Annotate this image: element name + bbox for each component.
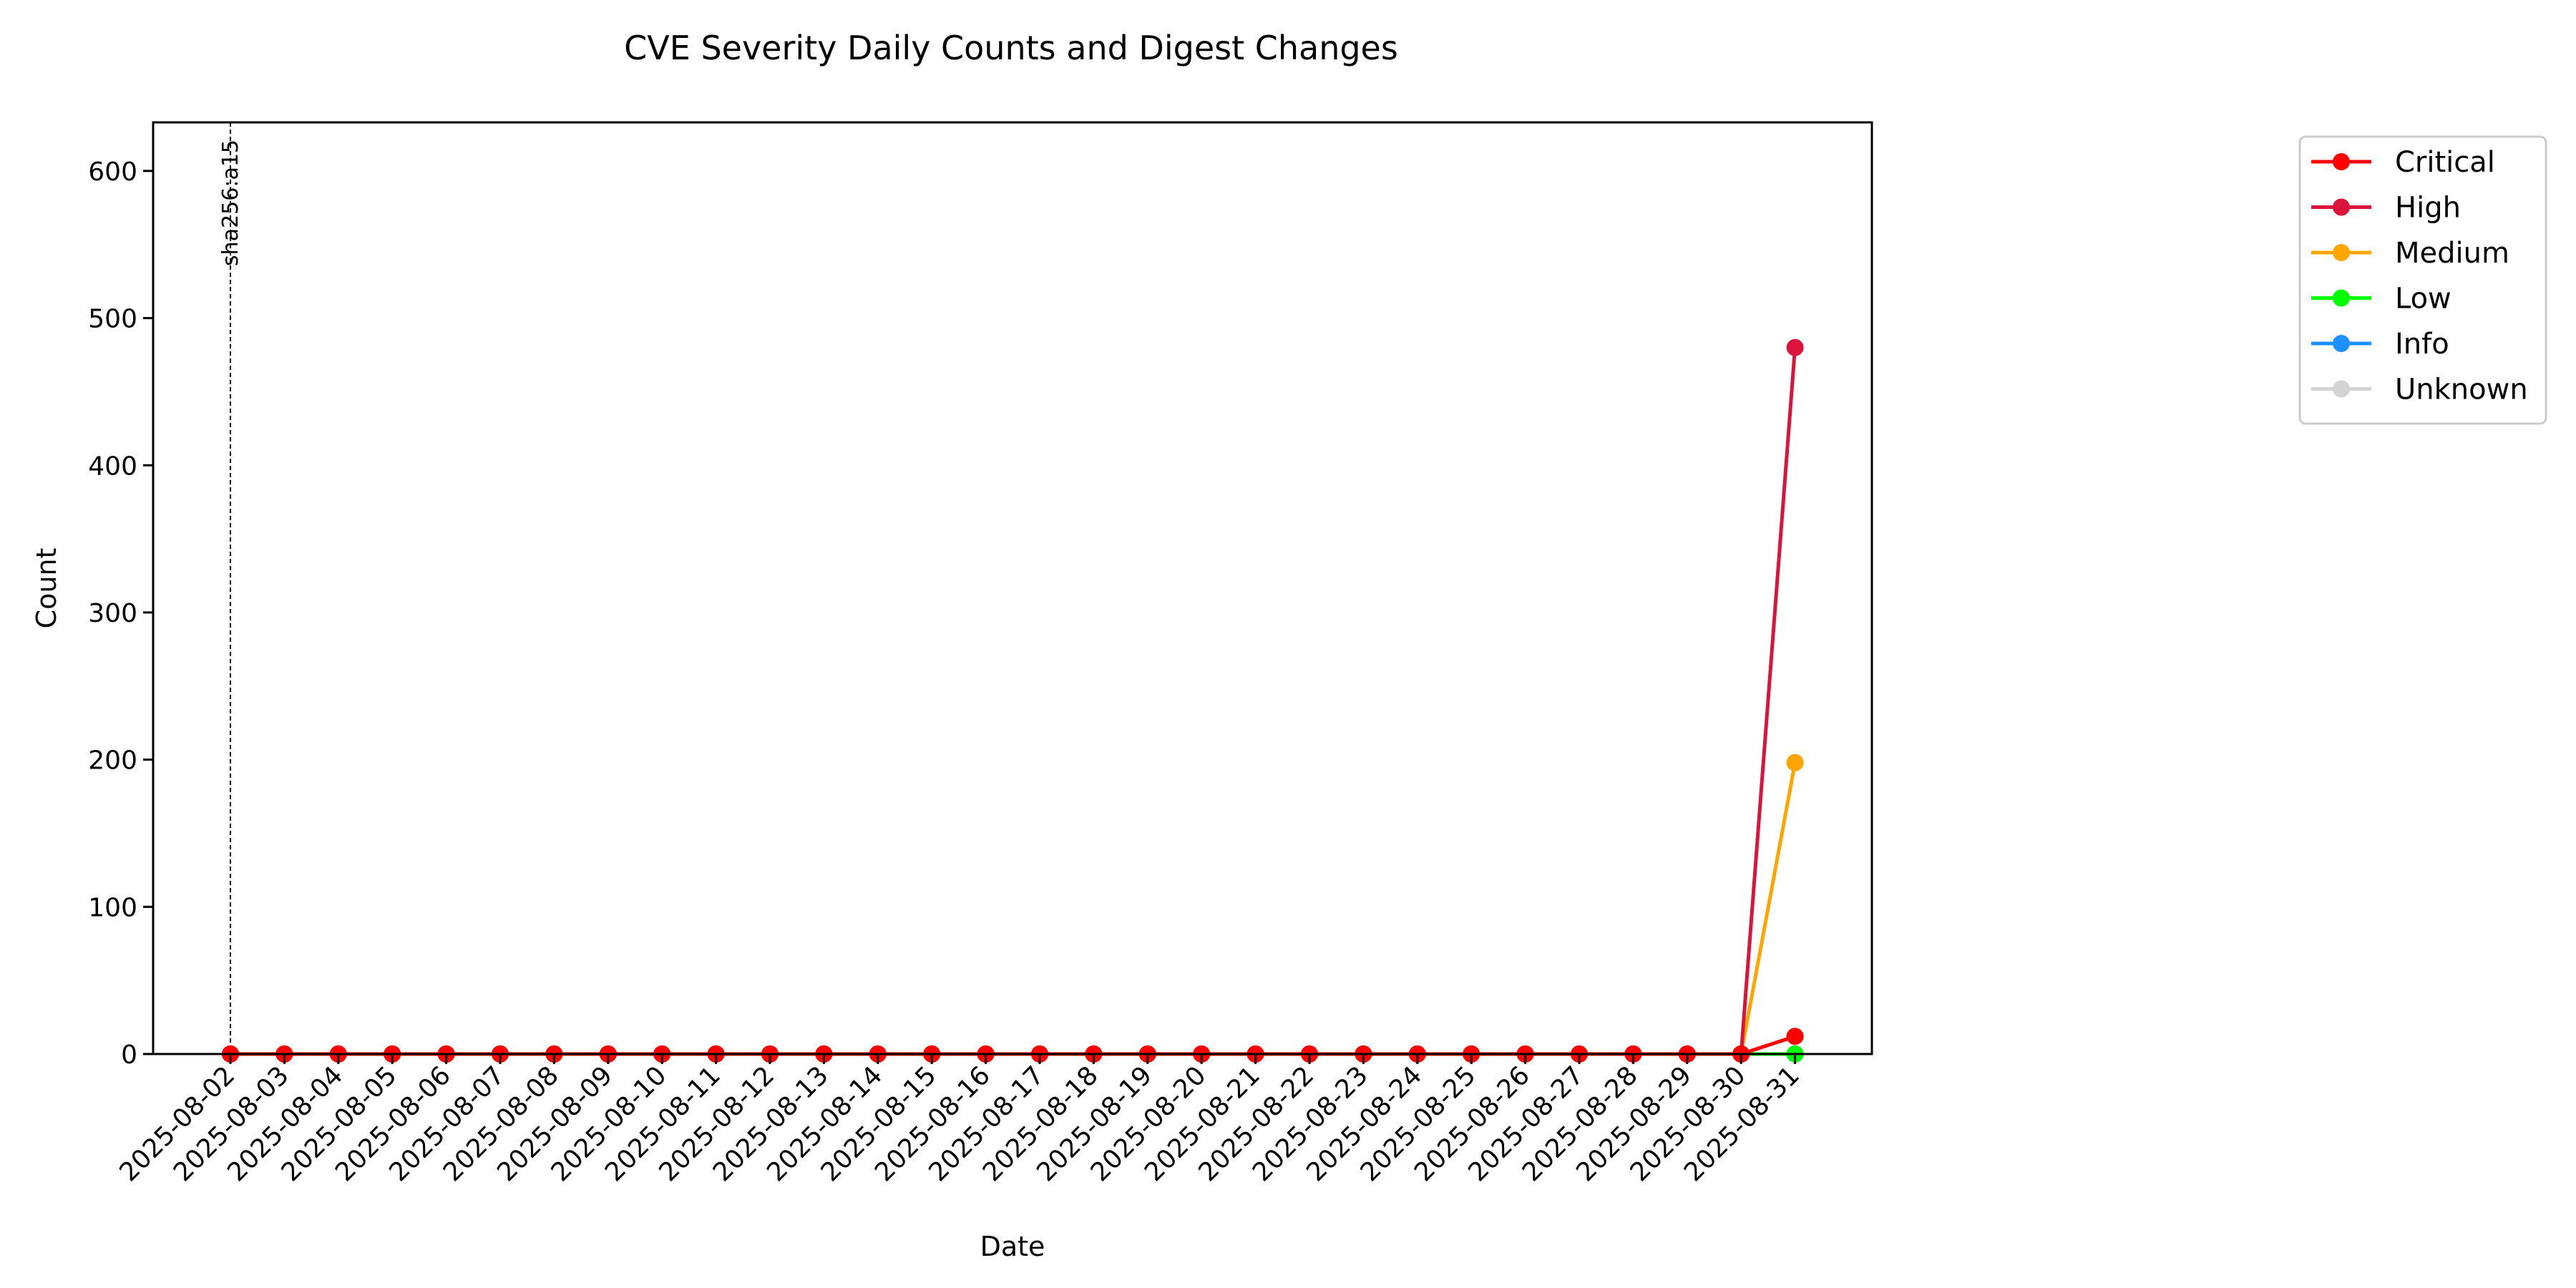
series-high <box>222 338 1804 1063</box>
legend-swatch-marker <box>2333 198 2350 216</box>
data-point <box>1786 753 1804 771</box>
plot-frame <box>152 121 1873 1055</box>
digest-change-label: sha256:a15 <box>218 140 243 266</box>
y-tick-label: 500 <box>88 305 137 334</box>
series-critical <box>222 1028 1804 1063</box>
data-point <box>1786 1028 1804 1045</box>
y-tick-label: 600 <box>88 157 137 187</box>
series-medium <box>222 753 1804 1063</box>
y-tick-label: 400 <box>88 452 137 481</box>
legend-entry-critical: Critical <box>2395 146 2495 179</box>
plot-area: sha256:a15 <box>218 122 1804 1063</box>
x-axis: 2025-08-022025-08-032025-08-042025-08-05… <box>114 1054 1805 1187</box>
series-line-high <box>230 347 1797 1056</box>
y-axis-title: Count <box>31 548 62 629</box>
chart-title: CVE Severity Daily Counts and Digest Cha… <box>624 29 1398 67</box>
y-axis: 0 100 200 300 400 500 600 <box>88 157 153 1070</box>
legend-entry-unknown: Unknown <box>2395 374 2528 406</box>
y-tick-label: 200 <box>88 746 137 776</box>
y-tick-label: 300 <box>88 599 137 628</box>
legend-swatch-marker <box>2333 380 2350 398</box>
legend-swatch-marker <box>2333 335 2350 352</box>
legend-swatch-marker <box>2333 289 2350 307</box>
y-tick-label: 0 <box>121 1040 137 1070</box>
legend-entry-high: High <box>2395 192 2461 225</box>
data-point <box>1786 338 1804 356</box>
x-axis-title: Date <box>980 1231 1045 1262</box>
legend-entry-low: Low <box>2395 283 2451 316</box>
series-line-critical <box>230 1034 1796 1056</box>
legend-entry-info: Info <box>2395 328 2449 361</box>
series-line-medium <box>230 762 1797 1056</box>
y-tick-label: 100 <box>88 893 137 922</box>
legend-entry-medium: Medium <box>2395 237 2509 270</box>
legend: Critical High Medium Low Info Unknown <box>2298 135 2547 425</box>
legend-swatch-marker <box>2333 244 2350 261</box>
legend-swatch-marker <box>2333 153 2350 170</box>
